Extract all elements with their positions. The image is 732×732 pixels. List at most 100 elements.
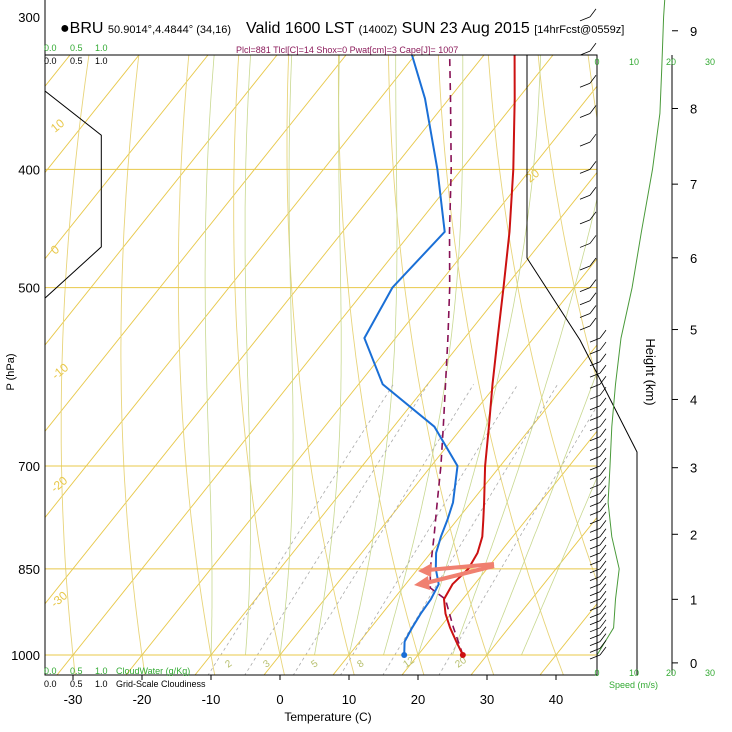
isotherm-line	[194, 171, 597, 675]
mixing-ratio-line	[438, 405, 597, 675]
wind-barb-flag	[599, 583, 607, 592]
speed-tick-top-0: 0	[594, 57, 599, 67]
moist-adiabat	[279, 55, 294, 656]
wind-barb	[589, 646, 607, 660]
cloudiness-label: Grid-Scale Cloudiness	[116, 679, 206, 689]
params-text: Plcl=881 Tlcl[C]=14 Shox=0 Pwat[cm]=3 Ca…	[236, 45, 458, 55]
cloudiness-trace	[44, 0, 102, 299]
isotherm-line	[45, 55, 71, 87]
wind-barb	[589, 598, 607, 611]
wind-barb	[589, 511, 607, 525]
pressure-tick-label: 400	[18, 162, 40, 177]
forecast-hour: [14hrFcst@0559z]	[534, 24, 625, 36]
wind-barb-flag	[589, 305, 597, 314]
speed-tick-top-3: 30	[705, 57, 715, 67]
isotherm-line	[45, 55, 278, 346]
wind-barb-staff	[589, 474, 601, 480]
moist-adiabat	[486, 370, 597, 656]
wind-barb-staff	[579, 287, 591, 293]
wind-barb-flag	[599, 386, 607, 396]
wind-barb	[589, 503, 607, 516]
mixing-ratio-line	[292, 384, 474, 675]
wind-barb-flag	[599, 341, 607, 351]
arrow-shaft	[427, 562, 495, 572]
wind-barb-flag	[599, 520, 607, 529]
isotherm-line	[45, 55, 416, 519]
speed-tick-bot-3: 30	[705, 668, 715, 678]
wind-barb	[589, 467, 607, 480]
forecast-date: SUN 23 Aug 2015	[401, 20, 530, 37]
wind-barb-staff	[579, 16, 591, 22]
wind-barb-staff	[589, 349, 601, 355]
wind-barb	[589, 448, 607, 461]
wind-barb-flag	[589, 292, 597, 301]
cw-scale-bot-2: 1.0	[95, 666, 108, 676]
cl-scale-bot-0: 0.0	[44, 679, 57, 689]
wind-barb	[579, 133, 597, 147]
mixing-ratio-label: 5	[309, 658, 320, 670]
wind-barb-flag	[589, 161, 597, 170]
wind-barb-staff	[589, 620, 601, 626]
cw-scale-top-2: 1.0	[95, 43, 108, 53]
station-dot-icon: ●	[60, 20, 70, 37]
surface-temperature-point	[459, 652, 466, 658]
dry-adiabat	[120, 55, 146, 675]
isotherm-line	[45, 55, 209, 260]
wind-barb-flag	[599, 560, 607, 570]
isotherm-line	[401, 430, 597, 675]
station-name: BRU	[69, 20, 104, 37]
isotherm-line	[470, 516, 597, 675]
arrow-shaft	[425, 564, 495, 585]
cloudwater-label: CloudWater (g/Kg)	[116, 666, 190, 676]
height-axis-label: Height (km)	[643, 338, 658, 405]
wind-barb-staff	[589, 568, 601, 574]
height-tick-label: 5	[690, 323, 697, 338]
wind-barb-flag	[599, 552, 607, 562]
isotherm-line	[332, 344, 597, 675]
temperature-tick-label: 40	[549, 692, 563, 707]
height-tick-label: 0	[690, 656, 697, 671]
wind-barb	[589, 560, 607, 574]
height-tick-label: 4	[690, 392, 697, 407]
pressure-tick-label: 300	[18, 10, 40, 25]
wind-barb-staff	[579, 265, 591, 271]
wind-barb	[579, 317, 597, 331]
wind-barb-staff	[579, 50, 591, 56]
temperature-tick-label: -30	[64, 692, 83, 707]
cw-scale-top-1: 0.5	[70, 43, 83, 53]
sounding-traces	[363, 55, 516, 658]
wind-barb	[589, 544, 607, 558]
wind-barb	[589, 397, 607, 411]
cl-scale-top-2: 1.0	[95, 56, 108, 66]
speed-tick-bot-2: 20	[666, 668, 676, 678]
wind-barb	[579, 74, 597, 88]
wind-barb-flag	[589, 211, 597, 221]
wind-barb-flag	[599, 528, 607, 537]
wind-barb	[589, 341, 607, 355]
wind-barb-flag	[599, 448, 607, 457]
wind-barb-flag	[599, 485, 607, 494]
wind-barb-flag	[589, 133, 597, 143]
wind-barb-flag	[599, 476, 607, 485]
wind-barb-flag	[599, 494, 607, 503]
cl-scale-top-0: 0.0	[44, 56, 57, 66]
wind-barb-staff	[589, 576, 601, 581]
utc-time: (1400Z)	[358, 24, 398, 36]
wind-barb-staff	[589, 361, 601, 367]
isotherm-label: 0	[48, 242, 62, 257]
isotherm-line	[539, 603, 597, 675]
wind-barb-flag	[599, 598, 607, 607]
wind-barb	[589, 329, 607, 343]
wind-barb	[589, 457, 607, 471]
wind-barb-staff	[589, 405, 601, 411]
speed-tick-top-1: 10	[629, 57, 639, 67]
cw-scale-bot-0: 0.0	[44, 666, 57, 676]
wind-barb-flag	[599, 376, 607, 385]
wind-barb	[579, 292, 597, 306]
wind-barb-staff	[579, 82, 591, 88]
wind-speed-trace	[596, 0, 666, 656]
speed-tick-top-2: 20	[666, 57, 676, 67]
wind-barb	[589, 633, 607, 646]
dry-adiabat	[487, 55, 597, 583]
wind-barb-staff	[579, 313, 591, 318]
